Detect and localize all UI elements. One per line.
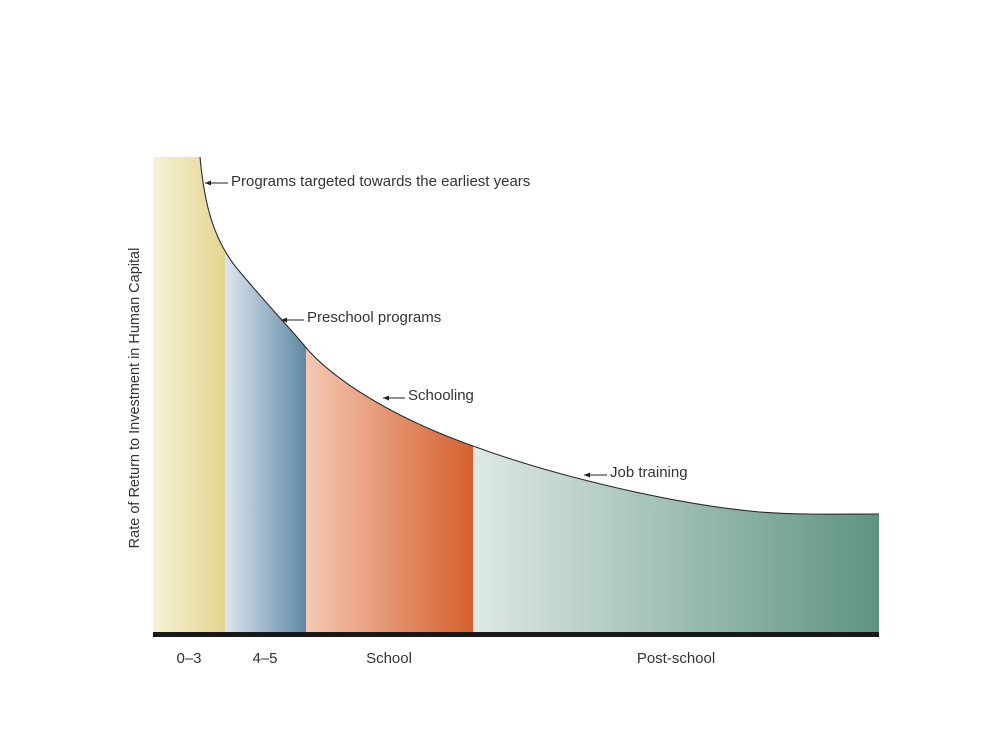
annotation-job-training-label: Job training: [610, 464, 688, 481]
annotation-early-years: Programs targeted towards the earliest y…: [205, 173, 530, 190]
annotation-job-training: Job training: [584, 464, 688, 481]
y-axis-label: Rate of Return to Investment in Human Ca…: [127, 248, 143, 549]
x-tick-label-school: School: [366, 650, 412, 667]
annotation-schooling: Schooling: [383, 387, 474, 404]
x-tick-label-4-5: 4–5: [252, 650, 277, 667]
segment-0-3-area: [153, 157, 225, 634]
rate-of-return-curve: [199, 156, 880, 515]
x-axis-baseline: [153, 632, 879, 637]
segment-post-school-area: [473, 157, 879, 634]
annotation-preschool-label: Preschool programs: [307, 309, 441, 326]
annotation-preschool: Preschool programs: [281, 309, 441, 326]
x-tick-label-0-3: 0–3: [176, 650, 201, 667]
annotation-early-years-label: Programs targeted towards the earliest y…: [231, 173, 530, 190]
x-tick-label-post-school: Post-school: [637, 650, 715, 667]
annotation-schooling-label: Schooling: [408, 387, 474, 404]
